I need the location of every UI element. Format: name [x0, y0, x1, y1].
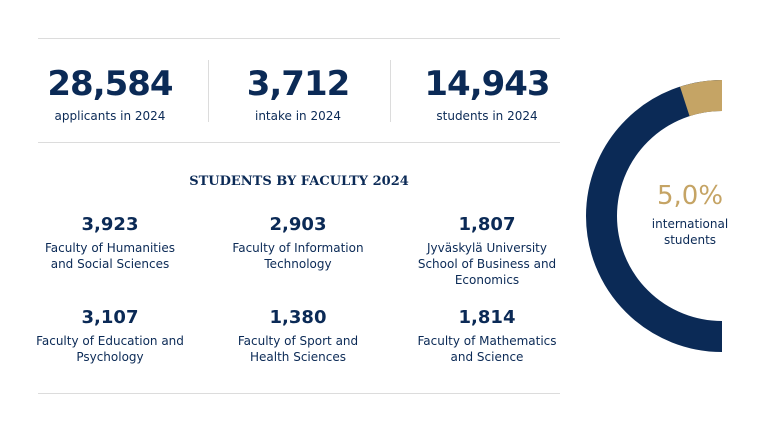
faculty-label: Faculty of Education and Psychology — [36, 334, 184, 364]
stat: 28,584 applicants in 2024 — [25, 64, 195, 124]
divider — [38, 393, 560, 394]
stat-label: students in 2024 — [436, 109, 538, 123]
faculty-label: Jyväskylä University School of Business … — [417, 241, 557, 287]
divider — [390, 60, 391, 122]
faculty: 1,807 Jyväskylä University School of Busi… — [402, 214, 572, 288]
faculty-value: 1,807 — [458, 214, 516, 235]
divider — [38, 142, 560, 143]
faculty-value: 1,814 — [458, 307, 516, 328]
donut-caption: international students — [651, 217, 729, 247]
faculty: 3,107 Faculty of Education and Psychology — [25, 307, 195, 365]
stat-label: applicants in 2024 — [54, 109, 166, 123]
faculty-value: 2,903 — [269, 214, 327, 235]
stat: 14,943 students in 2024 — [402, 64, 572, 124]
stat-value: 14,943 — [424, 64, 550, 104]
faculty-label: Faculty of Sport and Health Sciences — [237, 334, 359, 364]
stat-value: 3,712 — [246, 64, 351, 104]
faculty-label: Faculty of Information Technology — [232, 241, 364, 271]
faculty: 1,814 Faculty of Mathematics and Science — [402, 307, 572, 365]
divider — [38, 38, 560, 39]
faculty-label: Faculty of Humanities and Social Science… — [45, 241, 175, 271]
stat-value: 28,584 — [47, 64, 173, 104]
faculty-value: 3,923 — [81, 214, 139, 235]
faculty-label: Faculty of Mathematics and Science — [417, 334, 557, 364]
faculty: 2,903 Faculty of Information Technology — [213, 214, 383, 272]
section-title: STUDENTS BY FACULTY 2024 — [189, 174, 409, 189]
stat-label: intake in 2024 — [254, 109, 341, 123]
faculty-value: 3,107 — [81, 307, 139, 328]
faculty-value: 1,380 — [269, 307, 327, 328]
donut-ring — [586, 80, 722, 352]
donut-value-label: 5,0% — [656, 181, 724, 211]
divider — [208, 60, 209, 122]
faculty: 3,923 Faculty of Humanities and Social Sc… — [25, 214, 195, 272]
donut-segment — [679, 80, 722, 117]
donut — [586, 80, 722, 352]
faculty: 1,380 Faculty of Sport and Health Science… — [213, 307, 383, 365]
stat: 3,712 intake in 2024 — [213, 64, 383, 124]
